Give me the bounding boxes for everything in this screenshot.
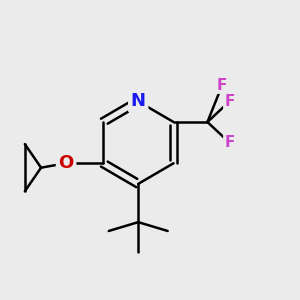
Text: N: N [131,92,146,110]
Text: F: F [224,94,235,109]
Text: F: F [217,78,227,93]
Text: F: F [224,135,235,150]
Text: O: O [58,154,74,172]
